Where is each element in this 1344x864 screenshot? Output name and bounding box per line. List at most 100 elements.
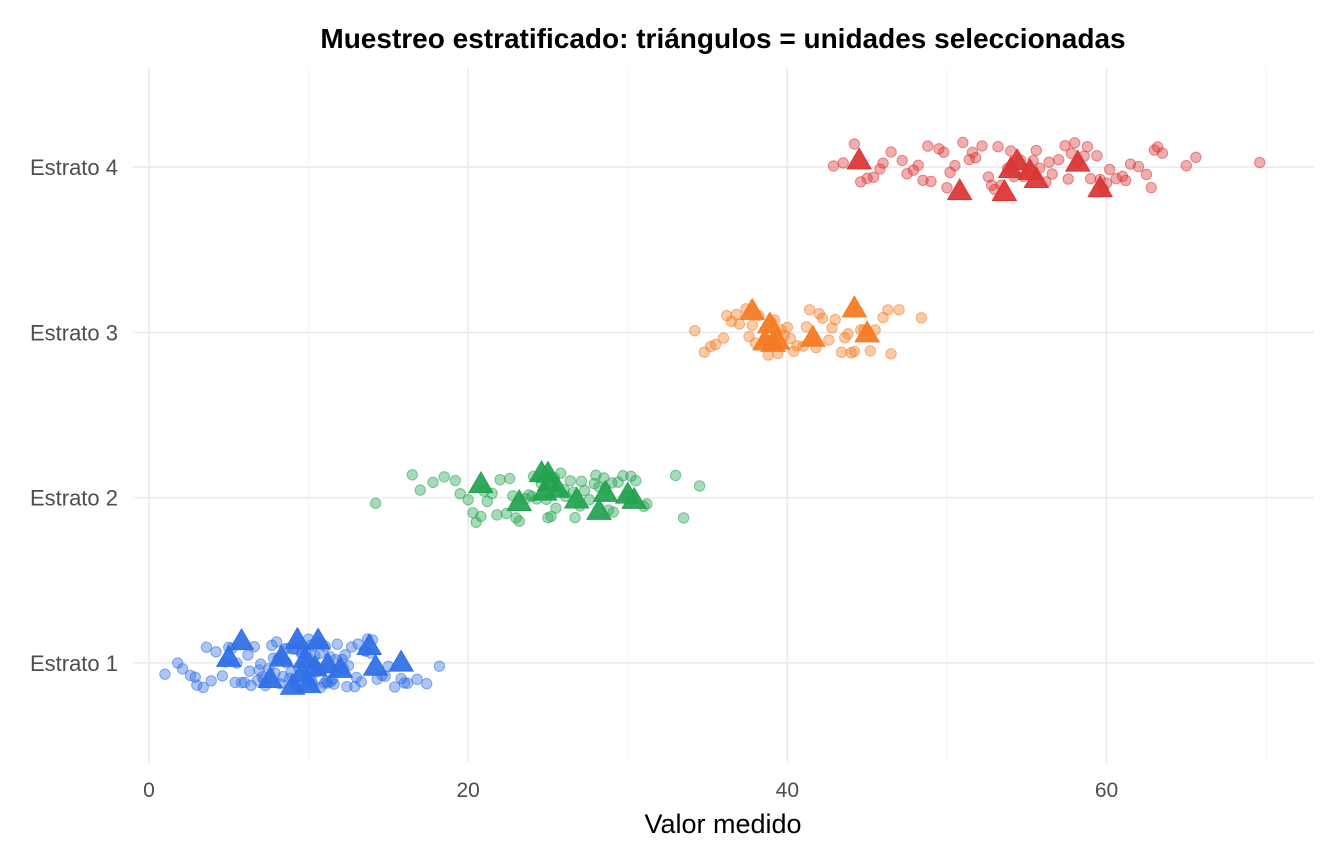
population-point: [243, 665, 256, 677]
population-point: [1091, 150, 1103, 162]
population-point: [746, 319, 758, 331]
y-axis-ticks: Estrato 1 Estrato 2 Estrato 3 Estrato 4: [30, 155, 118, 676]
selected-point: [228, 627, 255, 651]
y-tick-label: Estrato 4: [30, 155, 118, 180]
population-point: [1132, 160, 1145, 173]
selected-point: [800, 324, 826, 347]
population-point: [925, 175, 937, 188]
population-point: [693, 480, 706, 492]
population-point: [1254, 156, 1266, 169]
population-point: [893, 304, 905, 316]
population-point: [901, 168, 913, 180]
population-point: [513, 515, 525, 527]
population-point: [885, 348, 897, 360]
population-point: [922, 140, 934, 152]
population-point: [912, 159, 924, 172]
population-point: [944, 166, 956, 179]
x-tick-label: 0: [143, 779, 155, 802]
population-point: [784, 332, 797, 345]
population-point: [874, 163, 886, 175]
population-point: [607, 506, 620, 518]
population-point: [1145, 181, 1157, 194]
chart-title: Muestreo estratificado: triángulos = uni…: [320, 23, 1125, 54]
population-point: [398, 677, 411, 689]
population-point: [523, 489, 535, 501]
population-point: [730, 308, 742, 321]
population-point: [510, 512, 522, 524]
selected-point: [268, 644, 295, 667]
selected-point: [327, 655, 354, 678]
population-point: [331, 638, 343, 650]
selected-point: [621, 486, 647, 509]
selected-point: [592, 479, 619, 502]
population-point: [1068, 137, 1081, 149]
population-point: [839, 332, 851, 344]
selected-point: [1004, 148, 1031, 171]
population-point: [159, 668, 171, 680]
selected-point: [305, 627, 331, 650]
population-point: [494, 473, 506, 486]
population-point: [1180, 159, 1193, 172]
population-point: [454, 487, 466, 500]
population-point: [845, 347, 857, 359]
y-tick-label: Estrato 1: [30, 651, 118, 676]
population-point: [481, 495, 493, 508]
selected-point: [295, 670, 322, 693]
population-point: [896, 154, 908, 167]
population-point: [1081, 140, 1094, 153]
population-point: [969, 152, 982, 164]
population-point: [266, 639, 278, 652]
population-point: [542, 512, 554, 524]
y-tick-label: Estrato 2: [30, 486, 118, 511]
selected-point: [388, 649, 414, 672]
population-point: [743, 330, 755, 343]
population-point: [855, 176, 867, 188]
population-point: [389, 681, 401, 693]
data-points: [159, 136, 1266, 695]
selected-point: [1087, 175, 1114, 198]
population-point: [823, 334, 835, 346]
population-point: [253, 664, 265, 676]
population-point: [210, 646, 222, 658]
selected-point: [292, 645, 319, 668]
population-point: [1052, 153, 1065, 166]
population-point: [420, 677, 433, 690]
selected-point: [506, 488, 533, 512]
population-point: [427, 476, 439, 489]
population-point: [239, 676, 251, 689]
selected-point: [257, 665, 284, 688]
x-tick-label: 40: [776, 779, 799, 802]
grid-major: [133, 68, 1314, 762]
population-point: [564, 475, 576, 487]
selected-point: [764, 327, 791, 350]
population-point: [882, 304, 894, 316]
population-point: [438, 471, 450, 483]
population-point: [1119, 174, 1132, 187]
population-point: [982, 171, 995, 183]
population-point: [867, 171, 880, 183]
selected-point: [215, 644, 242, 667]
population-point: [938, 146, 950, 158]
population-point: [864, 345, 877, 357]
population-point: [229, 676, 241, 689]
population-point: [569, 511, 581, 524]
population-point: [625, 470, 637, 482]
population-point: [963, 153, 975, 166]
population-point: [826, 322, 838, 334]
population-point: [689, 324, 701, 337]
population-point: [941, 181, 953, 194]
selected-point: [854, 320, 881, 343]
population-point: [1140, 168, 1153, 181]
population-point: [957, 136, 969, 149]
x-axis-ticks: 0 20 40 60: [143, 779, 1118, 802]
selected-point: [356, 632, 383, 655]
population-point: [328, 678, 340, 690]
selected-point: [946, 177, 973, 201]
population-point: [369, 497, 382, 509]
selected-point: [739, 297, 766, 320]
selected-point: [1023, 165, 1050, 189]
population-point: [550, 502, 562, 514]
population-point: [406, 469, 418, 481]
population-point: [339, 649, 351, 661]
population-point: [341, 680, 353, 693]
